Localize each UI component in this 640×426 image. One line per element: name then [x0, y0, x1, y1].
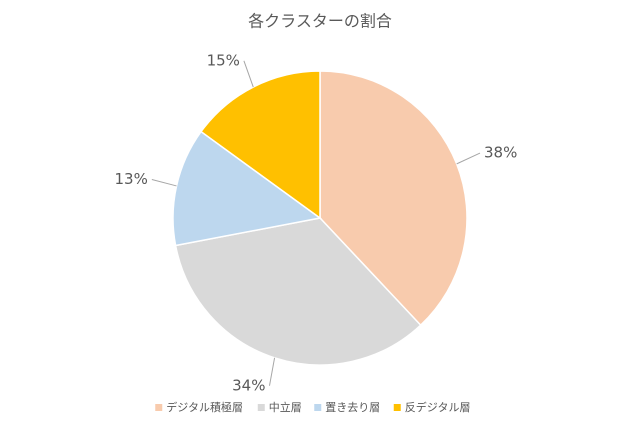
pie-slice	[200, 70, 321, 220]
chart-title: 各クラスターの割合	[248, 12, 392, 31]
legend-swatch	[314, 404, 322, 411]
data-label: 15%	[207, 51, 240, 69]
leader-line	[243, 60, 254, 88]
leader-line	[151, 179, 177, 187]
pie-slice	[174, 217, 422, 366]
pie-slice	[319, 70, 468, 327]
pie-slice	[172, 130, 322, 247]
data-label: 34%	[232, 376, 265, 394]
legend-swatch	[393, 404, 401, 411]
data-label: 38%	[484, 144, 517, 162]
legend-swatch	[257, 404, 265, 411]
legend-label: 反デジタル層	[405, 400, 471, 414]
leader-line	[456, 152, 481, 165]
leader-line	[268, 357, 276, 386]
legend-label: デジタル積極層	[166, 400, 243, 414]
legend-label: 中立層	[269, 400, 302, 414]
data-label: 13%	[115, 170, 148, 188]
legend-swatch	[155, 404, 163, 411]
legend-label: 置き去り層	[325, 401, 380, 414]
